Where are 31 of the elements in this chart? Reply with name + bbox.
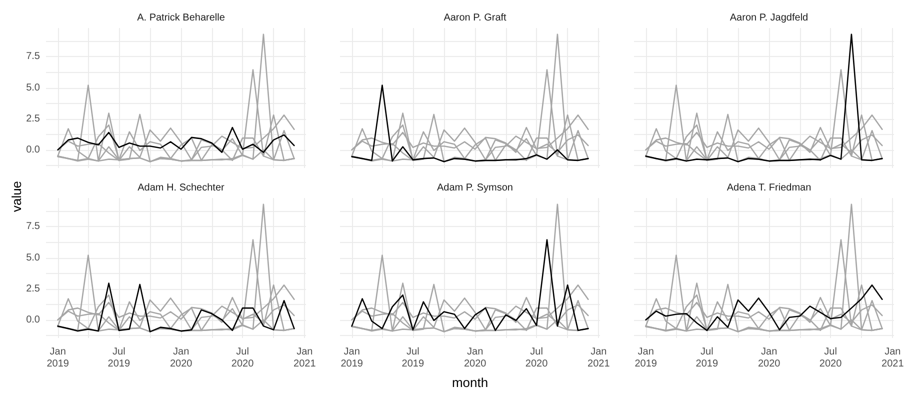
y-tick-label: 2.5 — [26, 283, 40, 294]
chart-title: Aaron P. Jagdfeld — [730, 12, 808, 24]
y-tick-label: 5.0 — [26, 252, 40, 264]
x-tick-label: Jan 2021 — [588, 346, 610, 370]
x-tick-label: Jan 2019 — [340, 346, 364, 370]
x-axis-title: month — [452, 375, 488, 390]
x-tick-label: Jul 2020 — [231, 346, 254, 370]
x-tick-label: Jul 2019 — [696, 346, 718, 370]
chart-title: Adam P. Symson — [437, 182, 513, 194]
y-tick-label: 2.5 — [26, 113, 40, 124]
x-tick-label: Jan 2020 — [464, 346, 487, 370]
x-tick-label: Jan 2020 — [170, 346, 193, 370]
y-tick-label: 7.5 — [26, 51, 40, 62]
chart-title: Adena T. Friedman — [726, 182, 812, 194]
y-tick-label: 0.0 — [26, 144, 40, 156]
x-tick-label: Jul 2020 — [525, 346, 548, 370]
chart-title: Adam H. Schechter — [138, 182, 226, 194]
x-tick-label: Jan 2019 — [634, 346, 658, 370]
y-axis-title: value — [10, 180, 25, 212]
chart-title: Aaron P. Graft — [444, 12, 507, 24]
x-tick-label: Jul 2019 — [402, 346, 424, 370]
x-tick-label: Jul 2019 — [108, 346, 130, 370]
x-tick-label: Jan 2019 — [46, 346, 70, 370]
y-tick-label: 7.5 — [26, 221, 40, 232]
y-tick-label: 0.0 — [26, 314, 40, 326]
chart-title: A. Patrick Beharelle — [137, 12, 226, 24]
y-tick-label: 5.0 — [26, 82, 40, 94]
x-tick-label: Jan 2021 — [294, 346, 316, 370]
x-tick-label: Jan 2021 — [882, 346, 904, 370]
x-tick-label: Jan 2020 — [758, 346, 781, 370]
x-tick-label: Jul 2020 — [819, 346, 842, 370]
